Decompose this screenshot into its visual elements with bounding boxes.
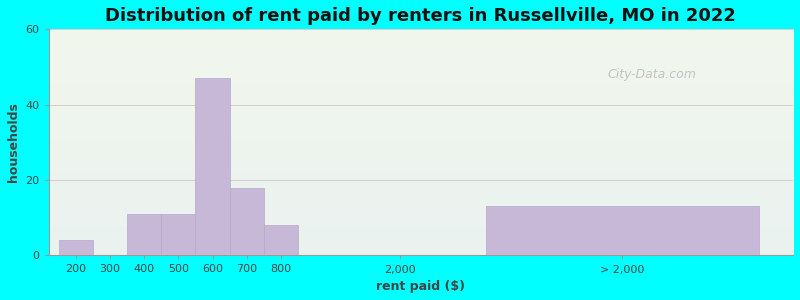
Text: City-Data.com: City-Data.com bbox=[607, 68, 696, 81]
Bar bbox=[230, 188, 264, 256]
Bar bbox=[162, 214, 195, 256]
Bar bbox=[127, 214, 162, 256]
X-axis label: rent paid ($): rent paid ($) bbox=[376, 280, 466, 293]
Y-axis label: households: households bbox=[7, 102, 20, 182]
Bar bbox=[264, 225, 298, 256]
Bar bbox=[195, 78, 230, 256]
Bar bbox=[59, 240, 93, 256]
Bar bbox=[486, 206, 759, 256]
Title: Distribution of rent paid by renters in Russellville, MO in 2022: Distribution of rent paid by renters in … bbox=[106, 7, 736, 25]
